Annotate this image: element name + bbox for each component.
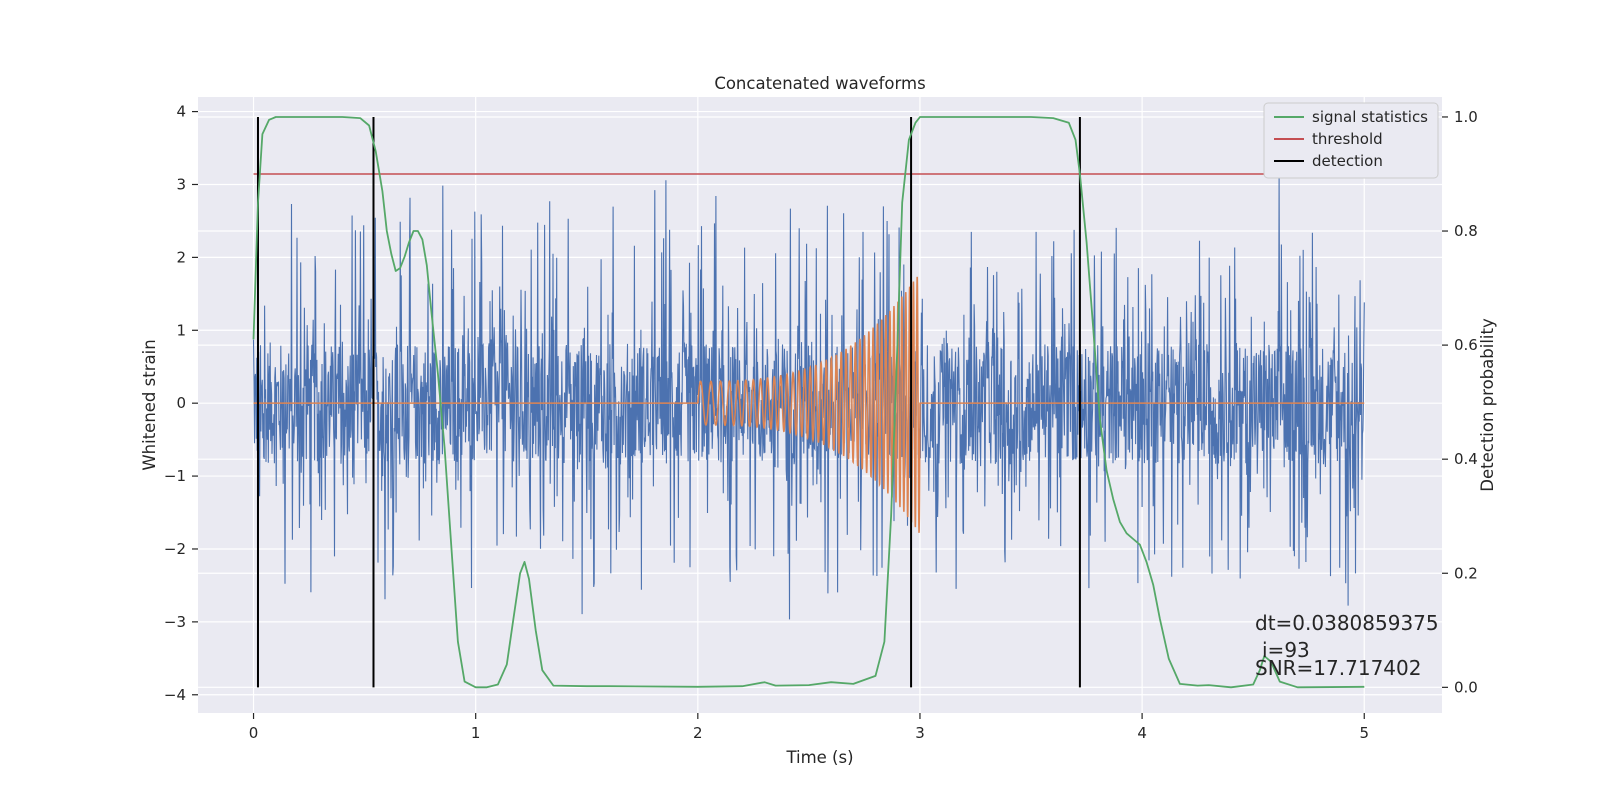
y2-tick-label: 0.8	[1454, 222, 1478, 240]
y-tick-label: 3	[176, 175, 186, 193]
legend: signal statistics threshold detection	[1263, 102, 1439, 179]
signal-statistics-line	[252, 116, 1365, 689]
annotation: dt=0.0380859375 i=93 SNR=17.717402	[1255, 611, 1439, 680]
y-tick-label: −4	[164, 686, 186, 704]
legend-label-signal-statistics: signal statistics	[1312, 108, 1428, 126]
x-tick-label: 0	[249, 724, 259, 742]
y-tick-label: 4	[176, 103, 186, 121]
injection-series-line	[253, 276, 1365, 533]
annotation-dt: dt=0.0380859375	[1255, 611, 1439, 635]
annotation-snr: SNR=17.717402	[1255, 656, 1421, 680]
x-tick-label: 5	[1359, 724, 1369, 742]
y2-tick-label: 0.0	[1454, 678, 1478, 696]
noise-series-line	[252, 177, 1365, 620]
y-tick-label: −3	[164, 613, 186, 631]
y-axis-label: Whitened strain	[140, 339, 159, 470]
y2-tick-label: 0.2	[1454, 564, 1478, 582]
axes-layer: 0 1 2 3 4 5 4 3 2 1 0 −1 −2 −3 −4 1.0 0.8 0.6 0.4 0.2 0.0	[164, 103, 1478, 742]
x-tick-label: 4	[1137, 724, 1147, 742]
y-tick-label: 0	[176, 394, 186, 412]
legend-label-detection: detection	[1312, 152, 1383, 170]
y2-tick-label: 1.0	[1454, 108, 1478, 126]
annotation-index: i=93	[1262, 638, 1310, 662]
y2-axis-label: Detection probability	[1478, 318, 1497, 492]
legend-label-threshold: threshold	[1312, 130, 1383, 148]
x-tick-label: 1	[471, 724, 481, 742]
legend-box	[1263, 102, 1439, 179]
chart-title: Concatenated waveforms	[714, 74, 925, 93]
y2-tick-label: 0.6	[1454, 336, 1478, 354]
x-axis-label: Time (s)	[785, 748, 853, 767]
series-layer	[252, 116, 1387, 689]
x-tick-label: 3	[915, 724, 925, 742]
y-tick-label: 2	[176, 248, 186, 266]
y-tick-label: 1	[176, 321, 186, 339]
y2-tick-label: 0.4	[1454, 450, 1478, 468]
y-tick-label: −2	[164, 540, 186, 558]
y-tick-label: −1	[164, 467, 186, 485]
x-tick-label: 2	[693, 724, 703, 742]
